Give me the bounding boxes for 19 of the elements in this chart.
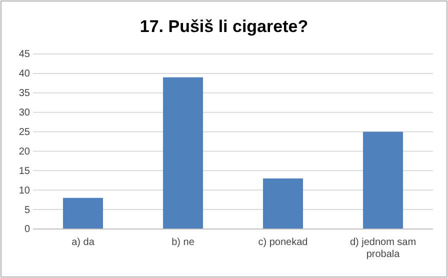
x-tick-label: c) ponekad <box>258 237 308 248</box>
y-tick-label: 30 <box>18 108 30 119</box>
y-tick-label: 45 <box>18 49 30 60</box>
y-tick-label: 40 <box>18 68 30 80</box>
x-tick-label: d) jednom sam probala <box>350 237 416 260</box>
y-tick-label: 10 <box>18 185 30 196</box>
bar <box>163 77 203 229</box>
y-tick-label: 20 <box>18 146 30 158</box>
bar <box>263 178 303 229</box>
y-tick-label: 5 <box>24 204 30 216</box>
x-tick-label: b) ne <box>172 237 195 248</box>
x-tick-label: a) da <box>72 237 95 248</box>
y-tick-label: 25 <box>18 126 30 138</box>
chart-title: 17. Pušiš li cigarete? <box>140 17 308 36</box>
y-tick-label: 15 <box>18 166 30 177</box>
bar <box>363 132 403 229</box>
bar <box>63 198 103 229</box>
y-tick-label: 35 <box>18 88 30 100</box>
y-tick-label: 0 <box>24 224 30 236</box>
